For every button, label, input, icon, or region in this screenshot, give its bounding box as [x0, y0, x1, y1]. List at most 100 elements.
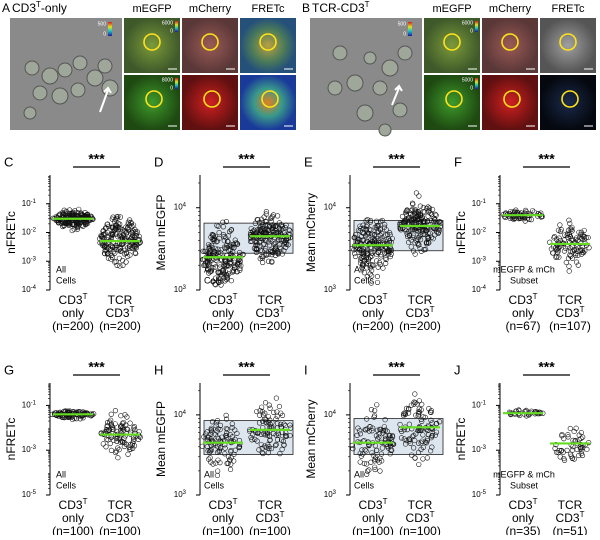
- data-point: [398, 435, 405, 441]
- data-point: [129, 223, 135, 229]
- data-point: [256, 219, 262, 226]
- data-point: [569, 224, 575, 231]
- y-tick-label: 104: [324, 409, 337, 419]
- data-point: [380, 237, 386, 243]
- data-point: [575, 252, 581, 258]
- data-point: [412, 207, 418, 213]
- x-category-label: (n=200): [202, 319, 244, 333]
- scale-label: 0: [470, 85, 473, 91]
- data-point: [275, 251, 281, 257]
- data-point: [556, 254, 562, 260]
- tick-exp: 4: [183, 202, 187, 208]
- data-point: [108, 256, 114, 262]
- column-label: mEGFP: [432, 3, 471, 15]
- label-text: (n=67): [505, 319, 540, 333]
- tick-exp: 3: [183, 285, 187, 291]
- data-point: [276, 237, 282, 243]
- x-category-label: TCR: [408, 498, 433, 512]
- data-point: [376, 431, 382, 437]
- data-point: [411, 401, 417, 407]
- panel-letter: F: [454, 154, 462, 169]
- data-point: [369, 273, 375, 279]
- note: mEGFP & mCh: [493, 469, 555, 479]
- data-point: [558, 447, 565, 454]
- data-point: [378, 254, 384, 260]
- tick-base: 10: [22, 228, 31, 237]
- data-point: [117, 214, 124, 220]
- x-category-label: CD3T: [256, 510, 285, 525]
- data-point: [114, 214, 120, 220]
- x-category-label: only: [512, 306, 534, 320]
- channel-image: [424, 75, 480, 130]
- data-point: [224, 274, 230, 281]
- cell: [51, 87, 69, 105]
- tick-exp: 4: [333, 409, 337, 415]
- y-axis-label: Mean mCherry: [304, 193, 318, 272]
- label-sup: T: [280, 510, 285, 519]
- label-sup: T: [233, 292, 238, 301]
- panel-letter: H: [154, 362, 163, 377]
- y-tick-label: 104: [174, 409, 187, 419]
- cell: [24, 60, 40, 76]
- data-point: [74, 220, 80, 227]
- tick-exp: -3: [481, 445, 487, 451]
- data-point: [215, 246, 221, 252]
- data-point: [199, 443, 206, 449]
- data-point: [268, 445, 275, 452]
- data-point: [409, 433, 416, 440]
- x-category-label: CD3T: [256, 305, 285, 320]
- data-point: [111, 437, 117, 444]
- data-point: [206, 434, 212, 440]
- tick-exp: -5: [31, 490, 37, 496]
- data-point: [370, 262, 376, 268]
- data-point: [128, 231, 134, 237]
- cell: [372, 80, 388, 96]
- data-point: [424, 438, 430, 444]
- scale-label: 500: [398, 21, 407, 27]
- data-point: [220, 219, 226, 225]
- title-text: TCR-CD3: [312, 1, 365, 15]
- data-point: [66, 221, 72, 227]
- x-category-label: CD3T: [359, 292, 388, 307]
- panel-letter: C: [4, 154, 13, 169]
- label-text: (n=200): [99, 319, 141, 333]
- data-point: [272, 223, 278, 229]
- data-point: [281, 241, 288, 247]
- data-point: [437, 220, 444, 226]
- label-text: TCR: [258, 293, 283, 307]
- data-point: [101, 244, 108, 250]
- cell: [327, 80, 343, 96]
- tick-base: 10: [22, 285, 31, 294]
- data-point: [222, 451, 228, 457]
- data-point: [253, 249, 259, 255]
- data-point: [263, 237, 269, 244]
- data-point: [429, 206, 436, 213]
- data-point: [132, 427, 138, 433]
- data-point: [109, 424, 115, 430]
- channel-image: [540, 75, 596, 130]
- data-point: [109, 224, 115, 230]
- note: Cells: [56, 480, 77, 490]
- cell: [381, 59, 399, 77]
- data-point: [276, 220, 282, 226]
- data-point: [221, 233, 227, 240]
- data-point: [415, 411, 422, 417]
- data-point: [419, 215, 425, 221]
- label-text: (n=200): [52, 319, 94, 333]
- data-point: [412, 219, 418, 226]
- data-point: [217, 460, 223, 466]
- x-category-label: CD3T: [59, 292, 88, 307]
- y-tick-label: 10-4: [22, 285, 37, 295]
- significance: ***: [238, 151, 255, 167]
- data-point: [116, 447, 122, 453]
- data-point: [216, 230, 222, 236]
- panel-letter: J: [454, 362, 461, 377]
- scale-label: 0: [170, 85, 173, 91]
- data-point: [367, 254, 373, 260]
- data-point: [387, 232, 393, 238]
- note: Cells: [354, 275, 375, 285]
- data-point: [266, 402, 272, 408]
- scale-label: 8000: [162, 77, 173, 83]
- data-point: [120, 439, 126, 445]
- data-point: [206, 261, 213, 267]
